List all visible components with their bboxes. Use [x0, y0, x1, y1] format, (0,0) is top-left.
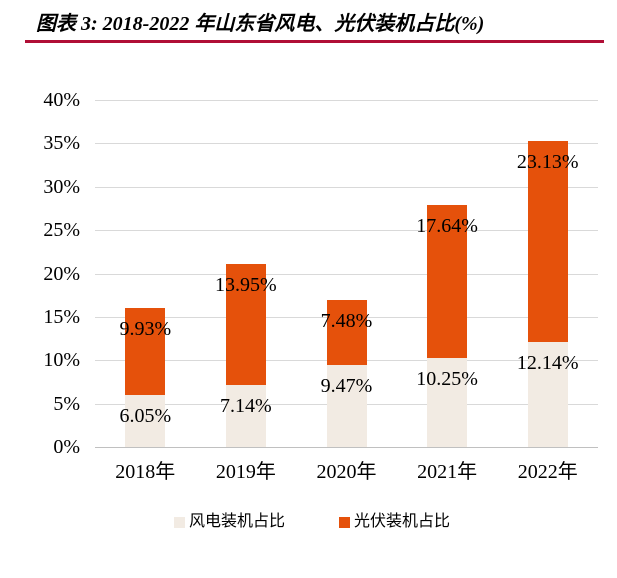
x-axis-label: 2019年 — [215, 461, 276, 483]
gridline — [95, 230, 598, 232]
solar-bar-label: 9.93% — [119, 318, 172, 341]
figure-title: 图表 3: 2018-2022 年山东省风电、光伏装机占比(%) — [36, 13, 485, 35]
wind-bar-segment — [225, 385, 266, 447]
solar-bar-label: 17.64% — [416, 215, 478, 238]
solar-bar-segment — [427, 205, 468, 359]
x-axis-label: 2018年 — [115, 461, 176, 483]
wind-bar-segment — [527, 341, 568, 447]
wind-bar-label: 10.25% — [416, 368, 478, 391]
wind-bar-label: 7.14% — [220, 395, 272, 418]
wind-bar-label: 6.05% — [119, 404, 172, 427]
x-axis-label: 2022年 — [517, 461, 578, 483]
solar-bar-label: 7.48% — [320, 309, 373, 332]
solar-bar-label: 13.95% — [215, 274, 277, 297]
solar-bar-segment — [527, 141, 568, 342]
x-axis-label: 2021年 — [417, 461, 478, 483]
y-axis-tick-label: 10% — [43, 349, 80, 372]
solar-legend-swatch-icon — [339, 516, 351, 528]
wind-bar-segment — [427, 358, 468, 447]
x-axis-line — [95, 447, 598, 448]
solar-bar-segment — [326, 299, 367, 365]
gridline — [95, 273, 598, 275]
legend-item-wind: 风电装机占比 — [174, 511, 285, 533]
wind-bar-label: 12.14% — [516, 351, 579, 374]
y-axis-tick-label: 15% — [43, 305, 80, 328]
x-axis-label: 2020年 — [316, 461, 377, 483]
solar-legend-label: 光伏装机占比 — [354, 513, 451, 530]
y-axis-tick-label: 20% — [43, 262, 80, 285]
chart-legend: 风电装机占比 光伏装机占比 — [174, 511, 450, 533]
wind-bar-label: 9.47% — [320, 374, 373, 397]
solar-bar-label: 23.13% — [516, 151, 579, 174]
y-axis-tick-label: 25% — [43, 219, 80, 242]
gridline — [95, 143, 598, 145]
title-divider-rule — [25, 40, 604, 43]
wind-bar-segment — [125, 394, 166, 447]
wind-legend-swatch-icon — [174, 516, 185, 528]
y-axis-tick-label: 35% — [43, 132, 80, 155]
legend-item-solar: 光伏装机占比 — [339, 511, 450, 533]
solar-bar-segment — [125, 308, 166, 395]
gridline — [95, 186, 598, 188]
y-axis-tick-label: 5% — [53, 392, 80, 415]
y-axis-tick-label: 30% — [43, 175, 80, 198]
solar-bar-segment — [225, 264, 266, 386]
gridline — [95, 100, 598, 101]
y-axis-tick-label: 40% — [43, 89, 80, 111]
wind-legend-label: 风电装机占比 — [189, 513, 286, 530]
y-axis-tick-label: 0% — [53, 436, 80, 458]
wind-bar-segment — [326, 364, 367, 447]
